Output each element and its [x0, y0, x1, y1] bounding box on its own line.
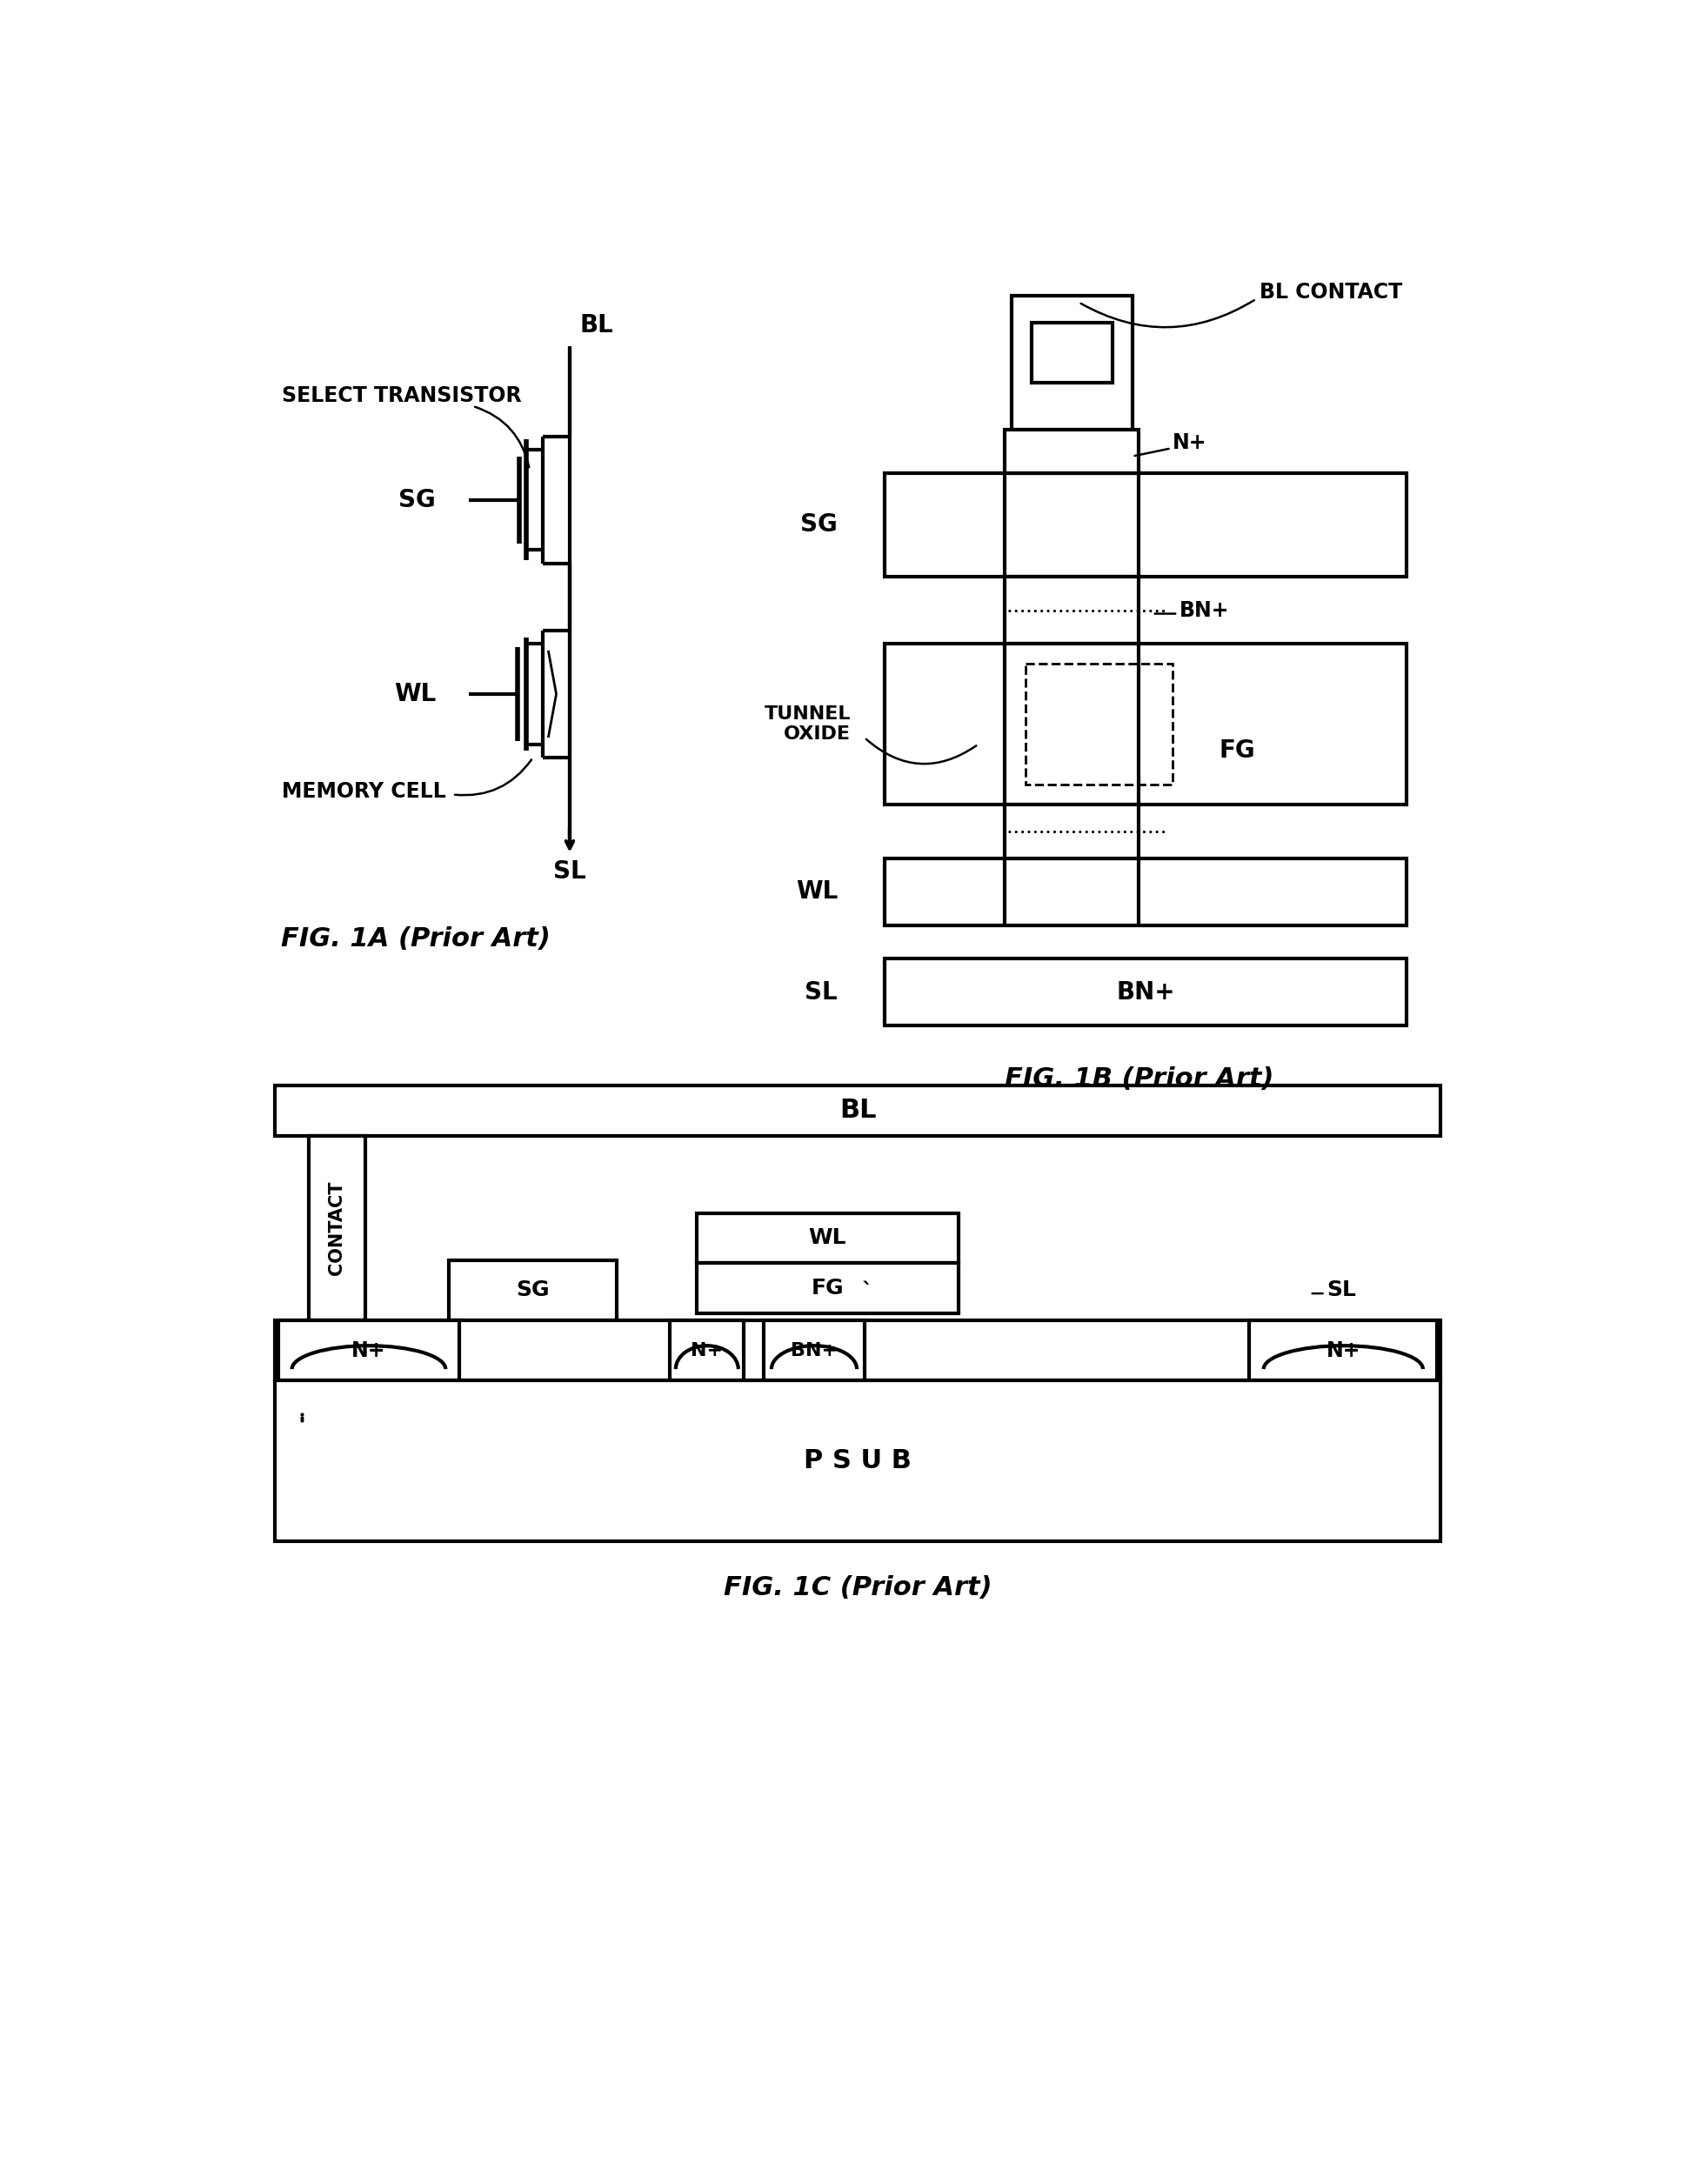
Text: BN+: BN+ — [1179, 601, 1229, 620]
Bar — [884, 959, 1406, 1026]
Bar — [670, 1321, 744, 1380]
Text: SG: SG — [800, 513, 837, 537]
Text: FIG. 1A (Prior Art): FIG. 1A (Prior Art) — [281, 926, 551, 950]
Text: BN+: BN+ — [1116, 981, 1175, 1005]
Text: SG: SG — [515, 1280, 549, 1299]
Text: BN+: BN+ — [790, 1341, 837, 1358]
Text: TUNNEL
OXIDE: TUNNEL OXIDE — [765, 705, 850, 743]
Bar — [1005, 804, 1138, 858]
Bar — [1250, 1321, 1436, 1380]
Text: FIG. 1B (Prior Art): FIG. 1B (Prior Art) — [1004, 1066, 1273, 1092]
Bar — [308, 1136, 365, 1321]
Bar — [1012, 295, 1132, 430]
Text: BL: BL — [839, 1099, 876, 1123]
Text: `: ` — [862, 1282, 874, 1302]
Text: SL: SL — [805, 981, 837, 1005]
Bar — [1005, 430, 1138, 474]
Bar — [1005, 577, 1138, 644]
Text: CONTACT: CONTACT — [328, 1182, 345, 1275]
Bar — [765, 1321, 864, 1380]
Text: BL: BL — [579, 314, 613, 339]
Bar — [1032, 323, 1111, 382]
Text: SG: SG — [399, 487, 436, 511]
Text: SL: SL — [1327, 1280, 1356, 1299]
Text: MEMORY CELL: MEMORY CELL — [281, 780, 446, 802]
Bar — [450, 1260, 616, 1321]
Text: N+: N+ — [690, 1341, 722, 1358]
Bar — [884, 858, 1406, 926]
Text: WL: WL — [795, 880, 837, 904]
Bar — [1026, 664, 1172, 784]
Bar — [884, 644, 1406, 804]
Bar — [697, 1262, 958, 1313]
Bar — [278, 1321, 460, 1380]
Bar — [274, 1085, 1440, 1136]
Bar — [274, 1380, 1440, 1542]
Text: N+: N+ — [1172, 432, 1207, 454]
Text: FG: FG — [812, 1278, 844, 1299]
Text: FG: FG — [1219, 738, 1256, 762]
Text: SL: SL — [554, 858, 586, 885]
Text: WL: WL — [394, 681, 436, 705]
Text: N+: N+ — [352, 1341, 386, 1361]
Text: WL: WL — [808, 1227, 847, 1249]
Text: BL CONTACT: BL CONTACT — [1260, 282, 1403, 304]
Text: N+: N+ — [1325, 1341, 1361, 1361]
Bar — [697, 1212, 958, 1262]
Text: SELECT TRANSISTOR: SELECT TRANSISTOR — [281, 387, 522, 406]
Bar — [884, 474, 1406, 577]
Bar — [274, 1321, 1440, 1380]
Text: FIG. 1C (Prior Art): FIG. 1C (Prior Art) — [724, 1575, 992, 1601]
Text: P S U B: P S U B — [803, 1448, 911, 1474]
